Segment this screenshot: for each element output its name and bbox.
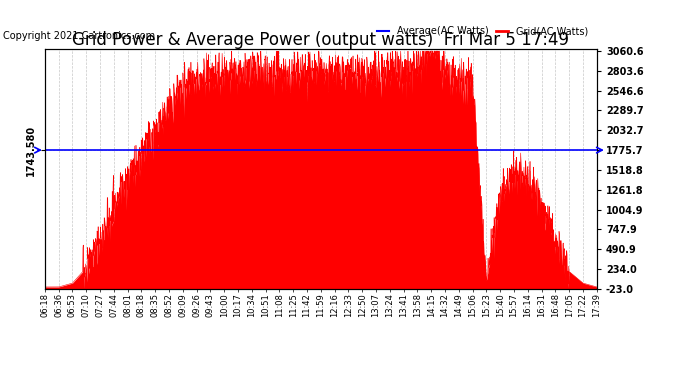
- Title: Grid Power & Average Power (output watts)  Fri Mar 5 17:49: Grid Power & Average Power (output watts…: [72, 31, 569, 49]
- Legend: Average(AC Watts), Grid(AC Watts): Average(AC Watts), Grid(AC Watts): [373, 22, 592, 40]
- Text: Copyright 2021 Cartronics.com: Copyright 2021 Cartronics.com: [3, 32, 155, 41]
